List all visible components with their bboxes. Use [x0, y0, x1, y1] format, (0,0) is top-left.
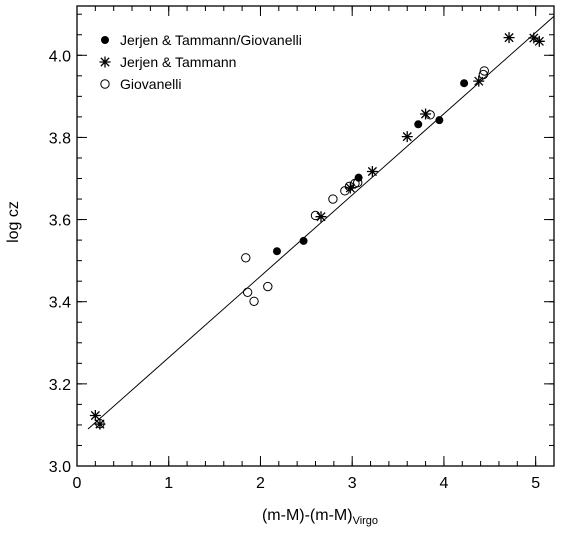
data-point-asterisk	[315, 211, 327, 223]
fit-line	[87, 15, 555, 430]
data-point-asterisk	[533, 35, 545, 47]
data-point-filled-circle	[272, 247, 281, 256]
data-point-filled-circle	[414, 120, 423, 129]
legend: Jerjen & Tammann/Giovanelli Jerjen & Tamm…	[99, 32, 302, 92]
plot-frame	[76, 5, 555, 467]
y-axis-label: log cz	[5, 201, 22, 243]
data-point-open-circle	[242, 287, 253, 297]
y-tick-label: 3.8	[49, 130, 71, 147]
data-point-filled-circle	[460, 79, 469, 88]
y-tick-label: 3.2	[49, 377, 71, 394]
x-tick-label: 5	[531, 475, 540, 492]
tick-labels: 0 1 2 3 4 5 3.0 3.2 3.4 3.6 3.8 4.0	[49, 48, 540, 492]
data-point-open-circle	[263, 281, 273, 292]
data-point-open-circle	[95, 418, 105, 429]
data-point-asterisk	[503, 32, 515, 44]
data-point-open-circle	[479, 66, 489, 76]
data-point-asterisk	[89, 409, 101, 421]
x-tick-label: 2	[256, 475, 265, 492]
fit-line-group	[87, 15, 555, 430]
legend-label: Jerjen & Tammann/Giovanelli	[120, 32, 302, 48]
data-point-filled-circle	[299, 236, 308, 245]
x-tick-label: 4	[439, 475, 448, 492]
data-point-asterisk	[344, 182, 356, 194]
legend-label: Giovanelli	[120, 76, 181, 92]
data-point-open-circle	[249, 296, 259, 307]
data-point-open-circle	[478, 69, 489, 80]
y-tick-label: 3.4	[49, 295, 71, 312]
data-point-asterisk	[473, 75, 485, 87]
legend-marker-open-circle	[100, 79, 110, 89]
data-points	[89, 32, 545, 430]
x-tick-label: 0	[73, 475, 82, 492]
x-axis-label-main: (m-M)-(m-M)	[262, 507, 353, 524]
data-point-asterisk	[528, 32, 540, 44]
legend-label: Jerjen & Tammann	[120, 54, 236, 70]
data-point-open-circle	[328, 194, 338, 204]
data-point-open-circle	[352, 177, 363, 188]
data-point-asterisk	[366, 166, 378, 178]
data-point-asterisk	[401, 131, 413, 143]
x-tick-label: 3	[348, 475, 357, 492]
data-point-asterisk	[94, 418, 106, 430]
data-point-open-circle	[241, 253, 251, 263]
data-point-open-circle	[344, 181, 355, 192]
y-tick-label: 4.0	[49, 48, 71, 65]
x-tick-label: 1	[164, 475, 173, 492]
data-point-open-circle	[310, 210, 321, 221]
x-axis-label-subscript: Virgo	[353, 515, 378, 527]
x-axis-label: (m-M)-(m-M)Virgo	[262, 507, 378, 527]
y-tick-label: 3.0	[49, 459, 71, 476]
data-point-open-circle	[425, 110, 435, 120]
legend-marker-asterisk	[99, 56, 111, 68]
legend-marker-filled-circle	[101, 36, 109, 44]
data-point-filled-circle	[435, 116, 444, 125]
y-tick-label: 3.6	[49, 213, 71, 230]
